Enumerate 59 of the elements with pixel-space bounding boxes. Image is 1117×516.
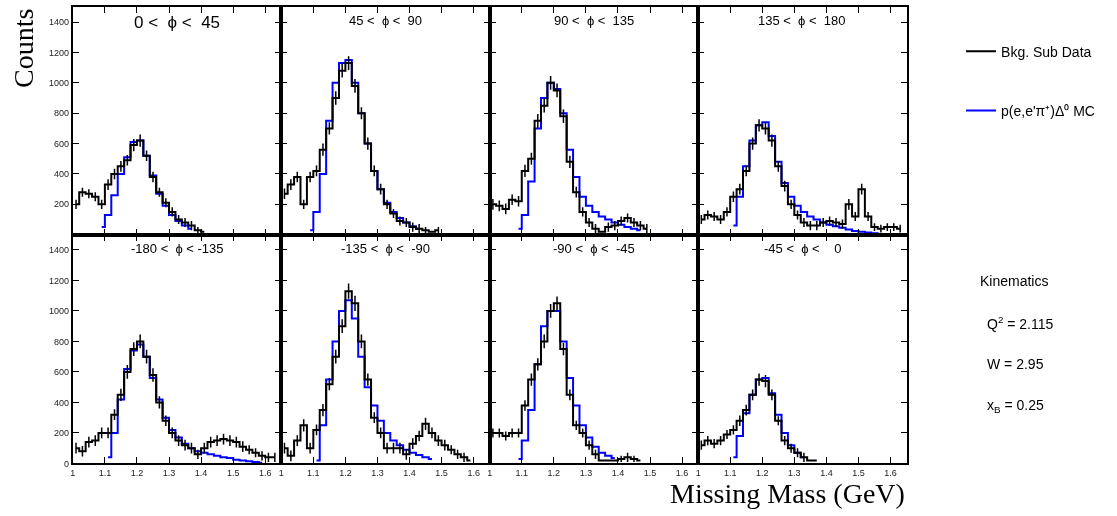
x-tick-label: 1.6 (675, 468, 689, 479)
x-tick-label: 1 (70, 468, 76, 479)
x-tick-label: 1.5 (226, 468, 240, 479)
y-tick-label: 0 (64, 458, 70, 469)
x-tick-label: 1.1 (723, 468, 737, 479)
y-tick-label: 1400 (48, 17, 70, 28)
x-tick-label: 1.2 (339, 468, 352, 479)
x-tick-label: 1.3 (162, 468, 176, 479)
x-tick-label: 1.3 (579, 468, 593, 479)
x-tick-label: 1.3 (371, 468, 384, 479)
x-tick-label: 1.5 (643, 468, 657, 479)
y-tick-label: 800 (53, 336, 70, 347)
y-tick-label: 200 (53, 428, 70, 439)
x-tick-label: 1.1 (307, 468, 320, 479)
x-tick-label: 1.2 (130, 468, 144, 479)
text: W = 2.95 (987, 356, 1044, 372)
y-tick-label: 1200 (48, 47, 70, 58)
x-tick-label: 1.5 (852, 468, 865, 479)
text: -135 < ϕ < -90 (341, 241, 430, 256)
x-tick-label: 1.6 (467, 468, 480, 479)
x-tick-label: 1.2 (547, 468, 561, 479)
y-tick-label: 400 (53, 397, 70, 408)
y-tick-label: 1400 (48, 245, 70, 256)
x-tick-label: 1.4 (194, 468, 208, 479)
text: 90 < ϕ < 135 (554, 13, 635, 28)
text: x$_{B}$ = 0.25 (987, 397, 1044, 415)
y-tick-label: 1000 (48, 78, 70, 88)
text: -180 < ϕ < -135 (131, 241, 224, 256)
y-tick-label: 600 (53, 367, 70, 378)
text: 135 < ϕ < 180 (758, 13, 846, 28)
y-axis-title: Counts (8, 8, 40, 88)
x-axis-title: Missing Mass (GeV) (670, 478, 905, 509)
y-tick-label: 800 (53, 108, 70, 119)
y-tick-label: 1200 (48, 275, 70, 286)
x-tick-label: 1.3 (788, 468, 801, 479)
x-tick-label: 1.1 (98, 468, 112, 479)
x-tick-label: 1.6 (258, 468, 272, 479)
x-tick-label: 1.4 (403, 468, 416, 479)
x-tick-label: 1.6 (884, 468, 897, 479)
y-tick-label: 600 (53, 138, 70, 149)
y-tick-label: 200 (53, 199, 70, 210)
y-tick-label: 1000 (48, 306, 70, 317)
x-tick-label: 1.5 (435, 468, 448, 479)
x-tick-label: 1 (695, 468, 701, 479)
y-tick-label: 400 (53, 169, 70, 180)
text: Kinematics (980, 273, 1049, 289)
text: -90 < ϕ < -45 (553, 241, 635, 256)
legend-label: Bkg. Sub Data (1001, 43, 1092, 60)
text: -45 < ϕ < 0 (764, 241, 842, 256)
text: Q$^{2}$ = 2.115 (987, 314, 1054, 332)
legend-label: p(e,e'π⁺)Δ⁰ MC (1001, 103, 1095, 120)
x-tick-label: 1 (278, 468, 284, 479)
chart-title: 0 < ϕ < 45 (134, 13, 221, 32)
text: 45 < ϕ < 90 (349, 13, 423, 28)
x-tick-label: 1.4 (611, 468, 625, 479)
x-tick-label: 1.2 (756, 468, 769, 479)
x-tick-label: 1.1 (515, 468, 529, 479)
x-tick-label: 1.4 (820, 468, 833, 479)
x-tick-label: 1 (487, 468, 493, 479)
